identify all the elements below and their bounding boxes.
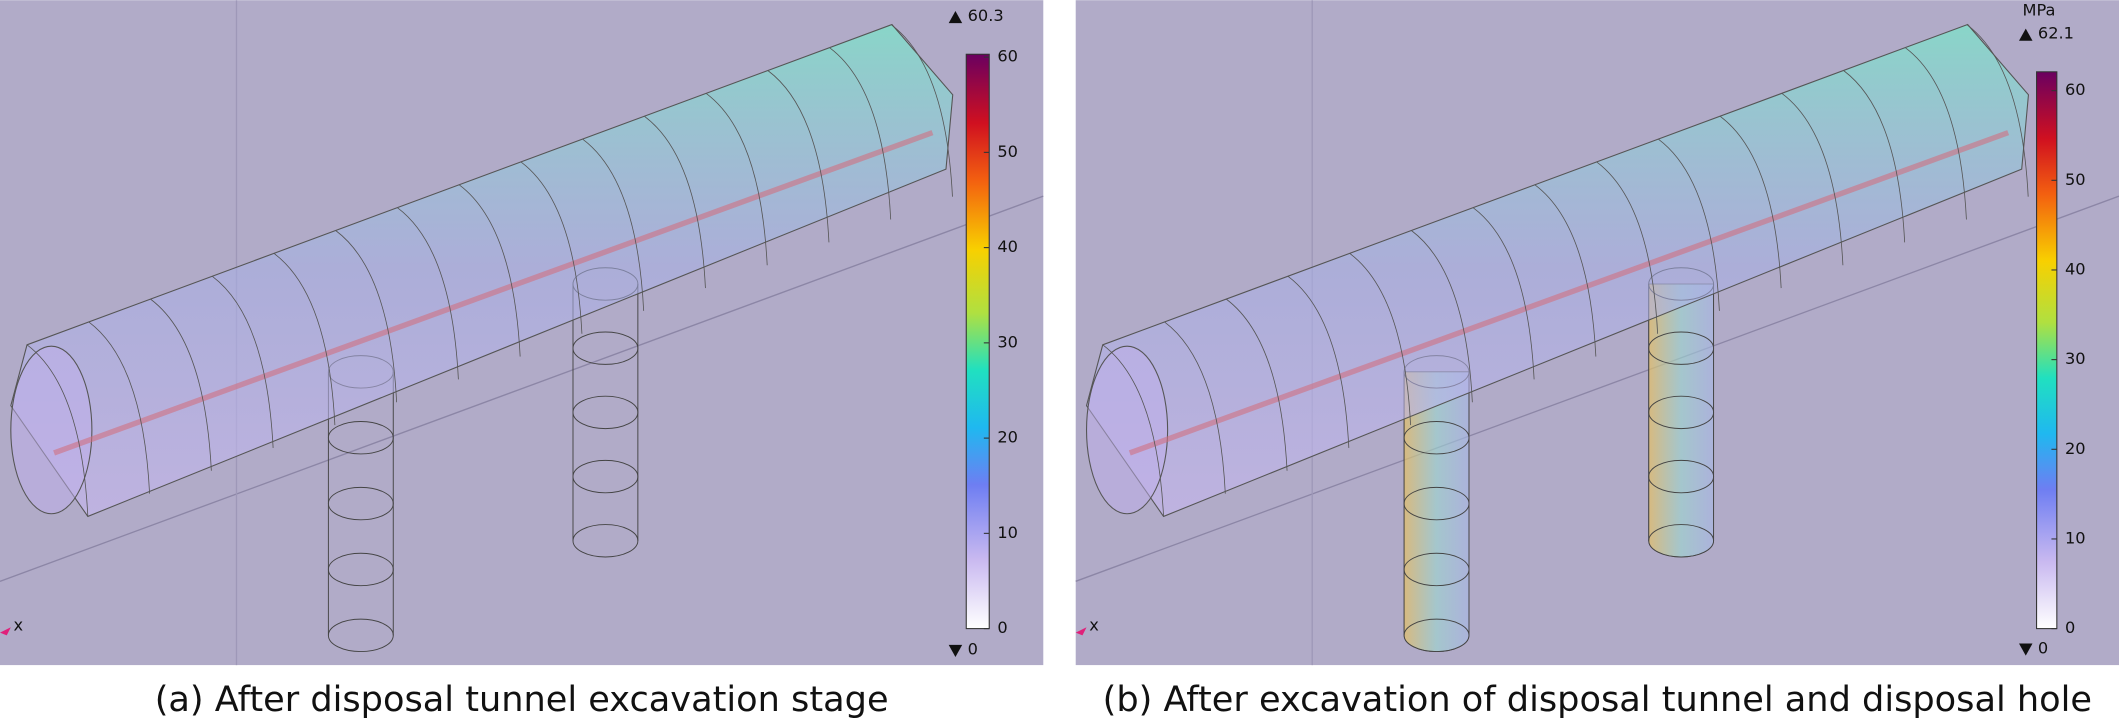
colorbar-tick-label: 40 xyxy=(997,237,1018,256)
max-label: 60.3 xyxy=(968,6,1004,25)
colorbar-tick-label: 30 xyxy=(997,332,1018,351)
min-label: 0 xyxy=(2038,638,2048,657)
tunnel-ring xyxy=(829,47,892,220)
tunnel-floor-stress xyxy=(53,130,934,456)
tunnel-ring xyxy=(1473,207,1535,380)
tunnel-ring xyxy=(1781,93,1844,266)
tunnel-ring xyxy=(335,230,398,403)
caption: (a) After disposal tunnel excavation sta… xyxy=(155,679,889,718)
tunnel xyxy=(10,23,954,518)
axis-triad xyxy=(0,627,11,636)
caption: (b) After excavation of disposal tunnel … xyxy=(1103,679,2092,718)
tunnel-ring xyxy=(273,253,336,426)
tunnel-ring xyxy=(1534,184,1597,357)
tunnel-ring xyxy=(1596,161,1659,334)
colorbar-tick-label: 0 xyxy=(997,618,1007,637)
tunnel-ring xyxy=(1287,275,1350,448)
colorbar-tick-label: 20 xyxy=(997,428,1018,447)
tunnel-ring xyxy=(1226,298,1288,471)
scene-axis-line xyxy=(0,195,1044,582)
colorbar-tick-label: 60 xyxy=(2065,80,2086,99)
max-marker xyxy=(948,11,963,24)
tunnel-ring xyxy=(459,184,521,357)
tunnel-ring xyxy=(1843,70,1906,243)
colorbar-tick-label: 10 xyxy=(997,523,1018,542)
colorbar-tick-label: 40 xyxy=(2065,259,2086,278)
tunnel-ring xyxy=(26,344,89,517)
colorbar-tick-label: 50 xyxy=(2065,170,2086,189)
colorbar-tick-label: 60 xyxy=(997,47,1018,66)
axis-label: x xyxy=(14,615,24,634)
colorbar-tick-label: 50 xyxy=(997,142,1018,161)
colorbar-tick-label: 10 xyxy=(2065,528,2086,547)
tunnel-ring xyxy=(767,70,830,243)
tunnel-ring xyxy=(1905,47,1967,220)
tunnel-end xyxy=(1085,345,1169,515)
panel: x 0 10 20 30 40 50 60 62.1 0 MPa (b) After excavati… xyxy=(1075,0,2119,718)
scene-axis-line xyxy=(1075,195,2119,582)
axis-triad xyxy=(1075,627,1087,636)
tunnel-ring xyxy=(397,207,459,380)
unit-label: MPa xyxy=(2023,1,2056,20)
tunnel-ring xyxy=(1349,253,1411,426)
tunnel-ring xyxy=(891,24,953,197)
hole-ring xyxy=(572,524,639,558)
tunnel-ring xyxy=(582,138,645,311)
tunnel-ring xyxy=(520,161,583,334)
tunnel-ring xyxy=(1411,230,1473,403)
max-marker xyxy=(2018,28,2033,41)
tunnel-ring xyxy=(212,275,274,448)
tunnel-ring xyxy=(1164,321,1226,494)
colorbar-tick-label: 20 xyxy=(2065,439,2086,458)
tunnel-ring xyxy=(1102,344,1164,517)
panel: x 0 10 20 30 40 50 60 60.3 0 (a) After disposal tu… xyxy=(0,0,1044,718)
tunnel-end xyxy=(10,345,93,515)
tunnel-ring xyxy=(644,116,706,289)
max-label: 62.1 xyxy=(2038,23,2074,42)
min-label: 0 xyxy=(968,640,978,659)
colorbar-tick-label: 0 xyxy=(2065,618,2075,637)
axis-label: x xyxy=(1089,615,1099,634)
tunnel-ring xyxy=(150,298,212,471)
colorbar xyxy=(2036,71,2058,630)
tunnel-ring xyxy=(1967,24,2029,197)
colorbar xyxy=(965,53,990,630)
tunnel xyxy=(1085,23,2030,518)
min-marker xyxy=(948,644,963,657)
disposal-hole xyxy=(1648,283,1714,558)
tunnel-ring xyxy=(706,93,768,266)
tunnel-ring xyxy=(1658,138,1720,311)
colorbar-tick-label: 30 xyxy=(2065,349,2086,368)
tunnel-ring xyxy=(88,321,151,494)
hole-ring xyxy=(1648,524,1715,558)
tunnel-floor-stress xyxy=(1128,130,2010,456)
min-marker xyxy=(2018,643,2033,656)
tunnel-ring xyxy=(1720,116,1782,289)
